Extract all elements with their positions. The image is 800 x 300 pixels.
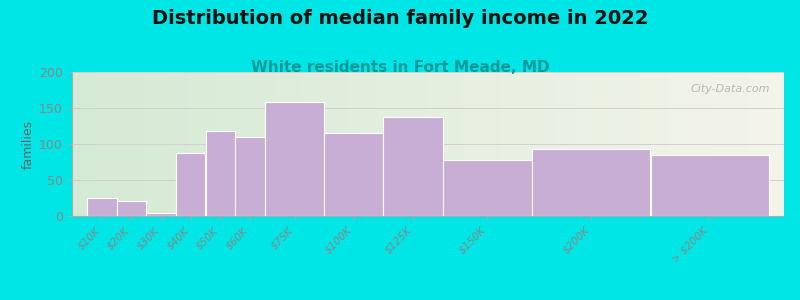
Text: White residents in Fort Meade, MD: White residents in Fort Meade, MD	[250, 60, 550, 75]
Bar	[265, 102, 324, 216]
Bar	[87, 198, 117, 216]
Y-axis label: families: families	[22, 119, 35, 169]
Bar	[532, 149, 650, 216]
Bar	[117, 201, 146, 216]
Bar	[443, 160, 532, 216]
Bar	[206, 131, 235, 216]
Bar	[176, 153, 206, 216]
Bar	[324, 133, 383, 216]
Bar	[235, 137, 265, 216]
Bar	[650, 155, 769, 216]
Text: Distribution of median family income in 2022: Distribution of median family income in …	[152, 9, 648, 28]
Bar	[146, 213, 176, 216]
Text: City-Data.com: City-Data.com	[690, 83, 770, 94]
Bar	[383, 117, 443, 216]
